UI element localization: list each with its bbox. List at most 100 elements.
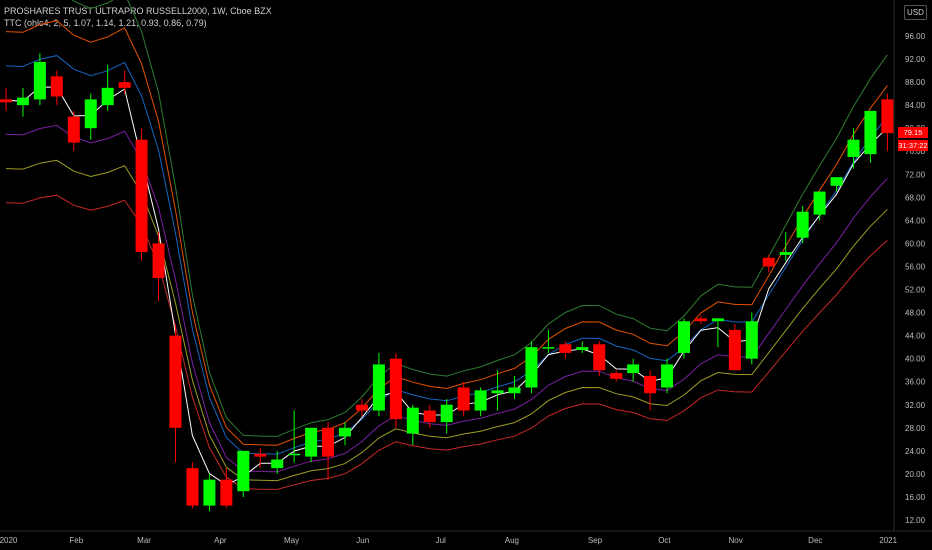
candle[interactable] xyxy=(796,205,809,244)
time-axis[interactable]: 2020 Feb Mar Apr May Jun Jul Aug Sep Oct Nov Dec 202… xyxy=(0,530,932,545)
candle-body xyxy=(491,390,504,394)
candle-body xyxy=(881,99,894,134)
candle-body xyxy=(847,139,860,157)
candle[interactable] xyxy=(559,341,572,359)
candle[interactable] xyxy=(661,358,674,394)
candle-body xyxy=(559,344,572,353)
y-tick-label: 72.00 xyxy=(905,170,926,179)
y-tick-label: 68.00 xyxy=(905,193,926,202)
candle[interactable] xyxy=(423,404,436,428)
candle[interactable] xyxy=(135,128,148,261)
candle-body xyxy=(542,347,555,349)
y-tick-label: 44.00 xyxy=(905,332,926,341)
x-tick-label: Aug xyxy=(505,536,519,545)
y-tick-label: 60.00 xyxy=(905,239,926,248)
candle[interactable] xyxy=(728,324,741,371)
candle[interactable] xyxy=(372,352,385,417)
candle-body xyxy=(0,99,12,103)
candle[interactable] xyxy=(847,128,860,169)
x-tick-label: Jul xyxy=(436,536,446,545)
candle[interactable] xyxy=(491,370,504,411)
y-tick-label: 84.00 xyxy=(905,101,926,110)
candle[interactable] xyxy=(305,427,318,463)
candle[interactable] xyxy=(694,315,707,325)
candle[interactable] xyxy=(322,422,335,480)
candle[interactable] xyxy=(254,447,267,469)
candle[interactable] xyxy=(779,231,792,261)
indicator-legend[interactable]: TTC (ohlc4, 2, 5, 1.07, 1.14, 1.21, 0.93… xyxy=(4,18,207,28)
countdown-label: 31:37:22 xyxy=(898,140,928,151)
candle[interactable] xyxy=(881,93,894,152)
candle[interactable] xyxy=(864,110,877,163)
candle[interactable] xyxy=(50,70,63,106)
candle[interactable] xyxy=(169,324,182,463)
candle[interactable] xyxy=(0,87,12,111)
y-tick-label: 56.00 xyxy=(905,262,926,271)
candle[interactable] xyxy=(711,318,724,348)
candle-body xyxy=(796,211,809,238)
candle-body xyxy=(779,252,792,255)
candle-body xyxy=(610,373,623,379)
candle[interactable] xyxy=(644,370,657,411)
candle-body xyxy=(322,427,335,457)
candle-body xyxy=(728,329,741,371)
candle[interactable] xyxy=(745,312,758,365)
candle-body xyxy=(305,427,318,457)
candle[interactable] xyxy=(84,93,97,140)
candle[interactable] xyxy=(610,370,623,382)
candle[interactable] xyxy=(237,450,250,497)
y-tick-label: 48.00 xyxy=(905,309,926,318)
candle-body xyxy=(762,257,775,267)
y-tick-label: 16.00 xyxy=(905,493,926,502)
y-tick-label: 76.00 xyxy=(905,147,926,156)
candle[interactable] xyxy=(271,450,284,474)
candle[interactable] xyxy=(288,410,301,463)
candle[interactable] xyxy=(627,358,640,382)
candle[interactable] xyxy=(33,53,46,106)
x-tick-label: Mar xyxy=(137,536,151,545)
candle[interactable] xyxy=(762,254,775,273)
y-tick-label: 52.00 xyxy=(905,286,926,295)
candle-body xyxy=(745,321,758,359)
candle[interactable] xyxy=(474,387,487,417)
candle[interactable] xyxy=(220,468,233,509)
candle[interactable] xyxy=(152,231,165,302)
candle[interactable] xyxy=(186,462,199,509)
candle-body xyxy=(593,344,606,371)
candle[interactable] xyxy=(118,70,131,94)
candle-body xyxy=(16,97,29,106)
candle-body xyxy=(339,427,351,437)
candle-body xyxy=(474,390,487,411)
candles xyxy=(0,53,894,512)
x-tick-label: Dec xyxy=(808,536,822,545)
candle[interactable] xyxy=(525,341,538,394)
candle[interactable] xyxy=(389,352,402,428)
candle[interactable] xyxy=(813,191,826,221)
currency-badge[interactable]: USD xyxy=(904,5,927,20)
x-tick-label: Nov xyxy=(729,536,743,545)
candle[interactable] xyxy=(355,399,368,417)
last-price-label: 79.15 xyxy=(898,127,928,138)
ttc-band-line xyxy=(5,159,888,482)
candle[interactable] xyxy=(457,381,470,417)
candle[interactable] xyxy=(830,177,843,192)
candle-body xyxy=(440,404,453,423)
candle-body xyxy=(220,479,233,506)
price-axis[interactable]: 12.00 16.00 20.00 24.00 28.00 32.00 36.00 40.00… xyxy=(893,0,926,531)
candle[interactable] xyxy=(542,329,555,353)
candle[interactable] xyxy=(16,87,29,117)
candle[interactable] xyxy=(101,64,114,111)
ttc-band-line xyxy=(5,55,888,455)
candle[interactable] xyxy=(440,399,453,434)
candle-body xyxy=(33,61,46,100)
candle[interactable] xyxy=(593,341,606,376)
candle[interactable] xyxy=(678,318,690,359)
candle[interactable] xyxy=(339,422,351,446)
candle[interactable] xyxy=(203,473,216,512)
candle[interactable] xyxy=(67,110,80,152)
candle-body xyxy=(186,468,199,506)
candle[interactable] xyxy=(508,375,521,399)
candle[interactable] xyxy=(576,341,589,353)
candle[interactable] xyxy=(406,404,419,446)
